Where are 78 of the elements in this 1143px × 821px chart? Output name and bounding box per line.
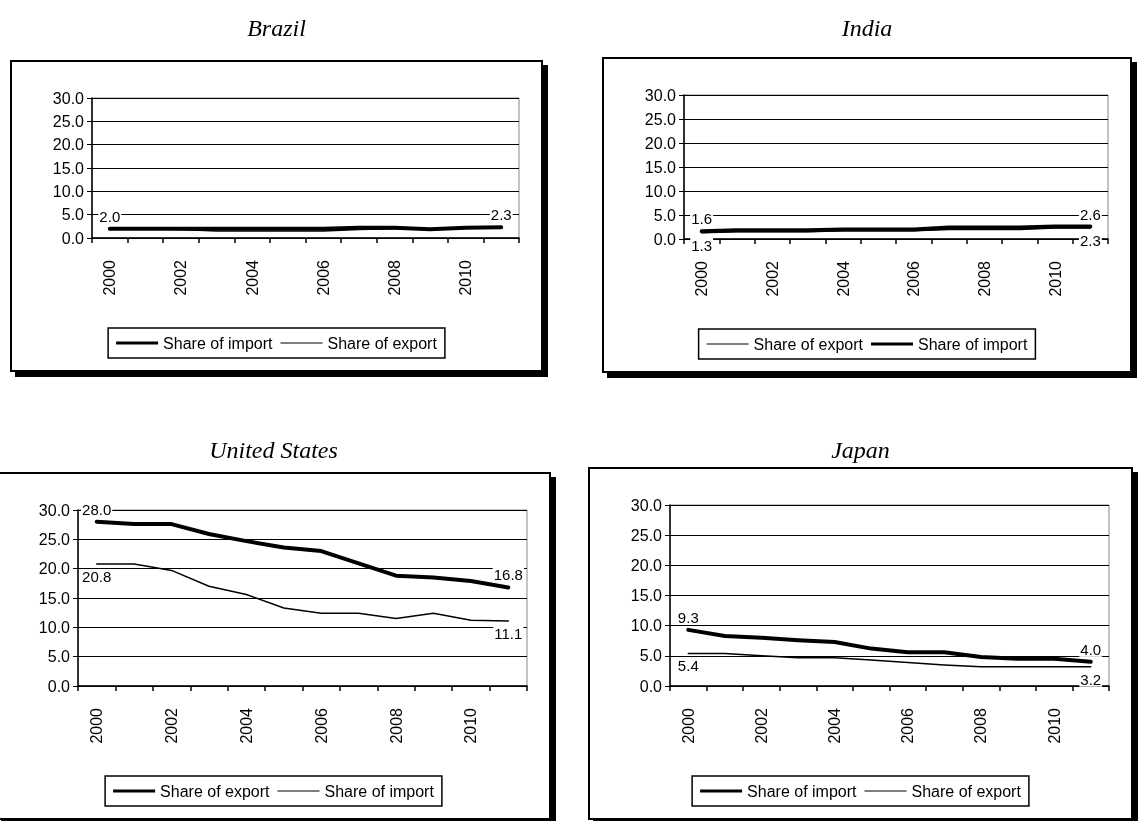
y-tick-label: 15.0 [52,159,85,177]
chart-title: United States [208,437,339,464]
x-tick-label: 2006 [312,707,330,744]
chart-title: Brazil [246,15,307,42]
x-tick-label: 2000 [88,707,106,744]
y-tick-label: 20.0 [644,134,677,152]
x-tick-label: 2002 [172,259,190,296]
data-label: 4.0 [1080,640,1102,658]
data-label: 2.3 [490,206,512,224]
y-tick-label: 25.0 [52,112,85,130]
y-tick-label: 30.0 [630,496,663,514]
y-tick-label: 25.0 [38,530,71,548]
y-tick-label: 20.0 [630,556,663,574]
y-tick-label: 0.0 [61,229,85,247]
legend-label: Share of import [324,782,435,800]
x-tick-label: 2008 [387,707,405,744]
y-tick-label: 0.0 [653,230,677,248]
legend-label: Share of export [911,782,1022,800]
x-tick-label: 2008 [975,260,993,297]
y-tick-label: 30.0 [38,501,71,519]
y-tick-label: 25.0 [644,110,677,128]
data-label: 3.2 [1080,670,1102,688]
legend-label: Share of export [160,782,271,800]
chart-title: India [840,15,894,42]
y-tick-label: 5.0 [61,206,85,224]
legend-label: Share of import [163,334,274,352]
legend-label: Share of export [753,335,864,353]
x-tick-label: 2000 [101,259,119,296]
x-tick-label: 2008 [972,707,990,744]
x-tick-label: 2010 [462,707,480,744]
x-tick-label: 2004 [237,707,255,744]
y-tick-label: 5.0 [639,647,663,665]
y-tick-label: 15.0 [38,589,71,607]
y-tick-label: 5.0 [47,648,71,666]
x-tick-label: 2004 [243,259,261,296]
chart-title: Japan [830,437,891,464]
x-tick-label: 2004 [834,260,852,297]
data-label: 1.3 [691,236,713,254]
y-tick-label: 20.0 [38,560,71,578]
x-tick-label: 2002 [763,260,781,297]
x-tick-label: 2010 [1046,260,1064,297]
x-tick-label: 2006 [899,707,917,744]
data-label: 2.3 [1079,231,1101,249]
data-label: 16.8 [493,566,523,584]
data-label: 5.4 [677,657,699,675]
y-tick-label: 0.0 [639,677,663,695]
data-label: 28.0 [82,500,112,518]
x-tick-label: 2006 [905,260,923,297]
x-tick-label: 2010 [1045,707,1063,744]
x-tick-label: 2004 [826,707,844,744]
y-tick-label: 10.0 [630,617,663,635]
legend-label: Share of export [327,334,438,352]
y-tick-label: 30.0 [644,86,677,104]
legend-label: Share of import [747,782,858,800]
y-tick-label: 20.0 [52,136,85,154]
x-tick-label: 2000 [679,707,697,744]
x-tick-label: 2006 [314,259,332,296]
y-tick-label: 10.0 [38,618,71,636]
x-tick-label: 2002 [163,707,181,744]
y-tick-label: 30.0 [52,89,85,107]
x-tick-label: 2008 [385,259,403,296]
y-tick-label: 15.0 [644,158,677,176]
x-tick-label: 2000 [693,260,711,297]
data-label: 9.3 [677,608,699,626]
data-label: 2.6 [1079,205,1101,223]
y-tick-label: 25.0 [630,526,663,544]
y-tick-label: 0.0 [47,677,71,695]
y-tick-label: 5.0 [653,206,677,224]
data-label: 2.0 [99,207,121,225]
x-tick-label: 2010 [457,259,475,296]
y-tick-label: 10.0 [52,182,85,200]
data-label: 1.6 [691,210,713,228]
data-label: 20.8 [82,567,112,585]
legend-label: Share of import [918,335,1028,353]
y-tick-label: 10.0 [644,182,677,200]
y-tick-label: 15.0 [630,587,663,604]
data-label: 11.1 [494,624,523,642]
x-tick-label: 2002 [752,707,770,744]
